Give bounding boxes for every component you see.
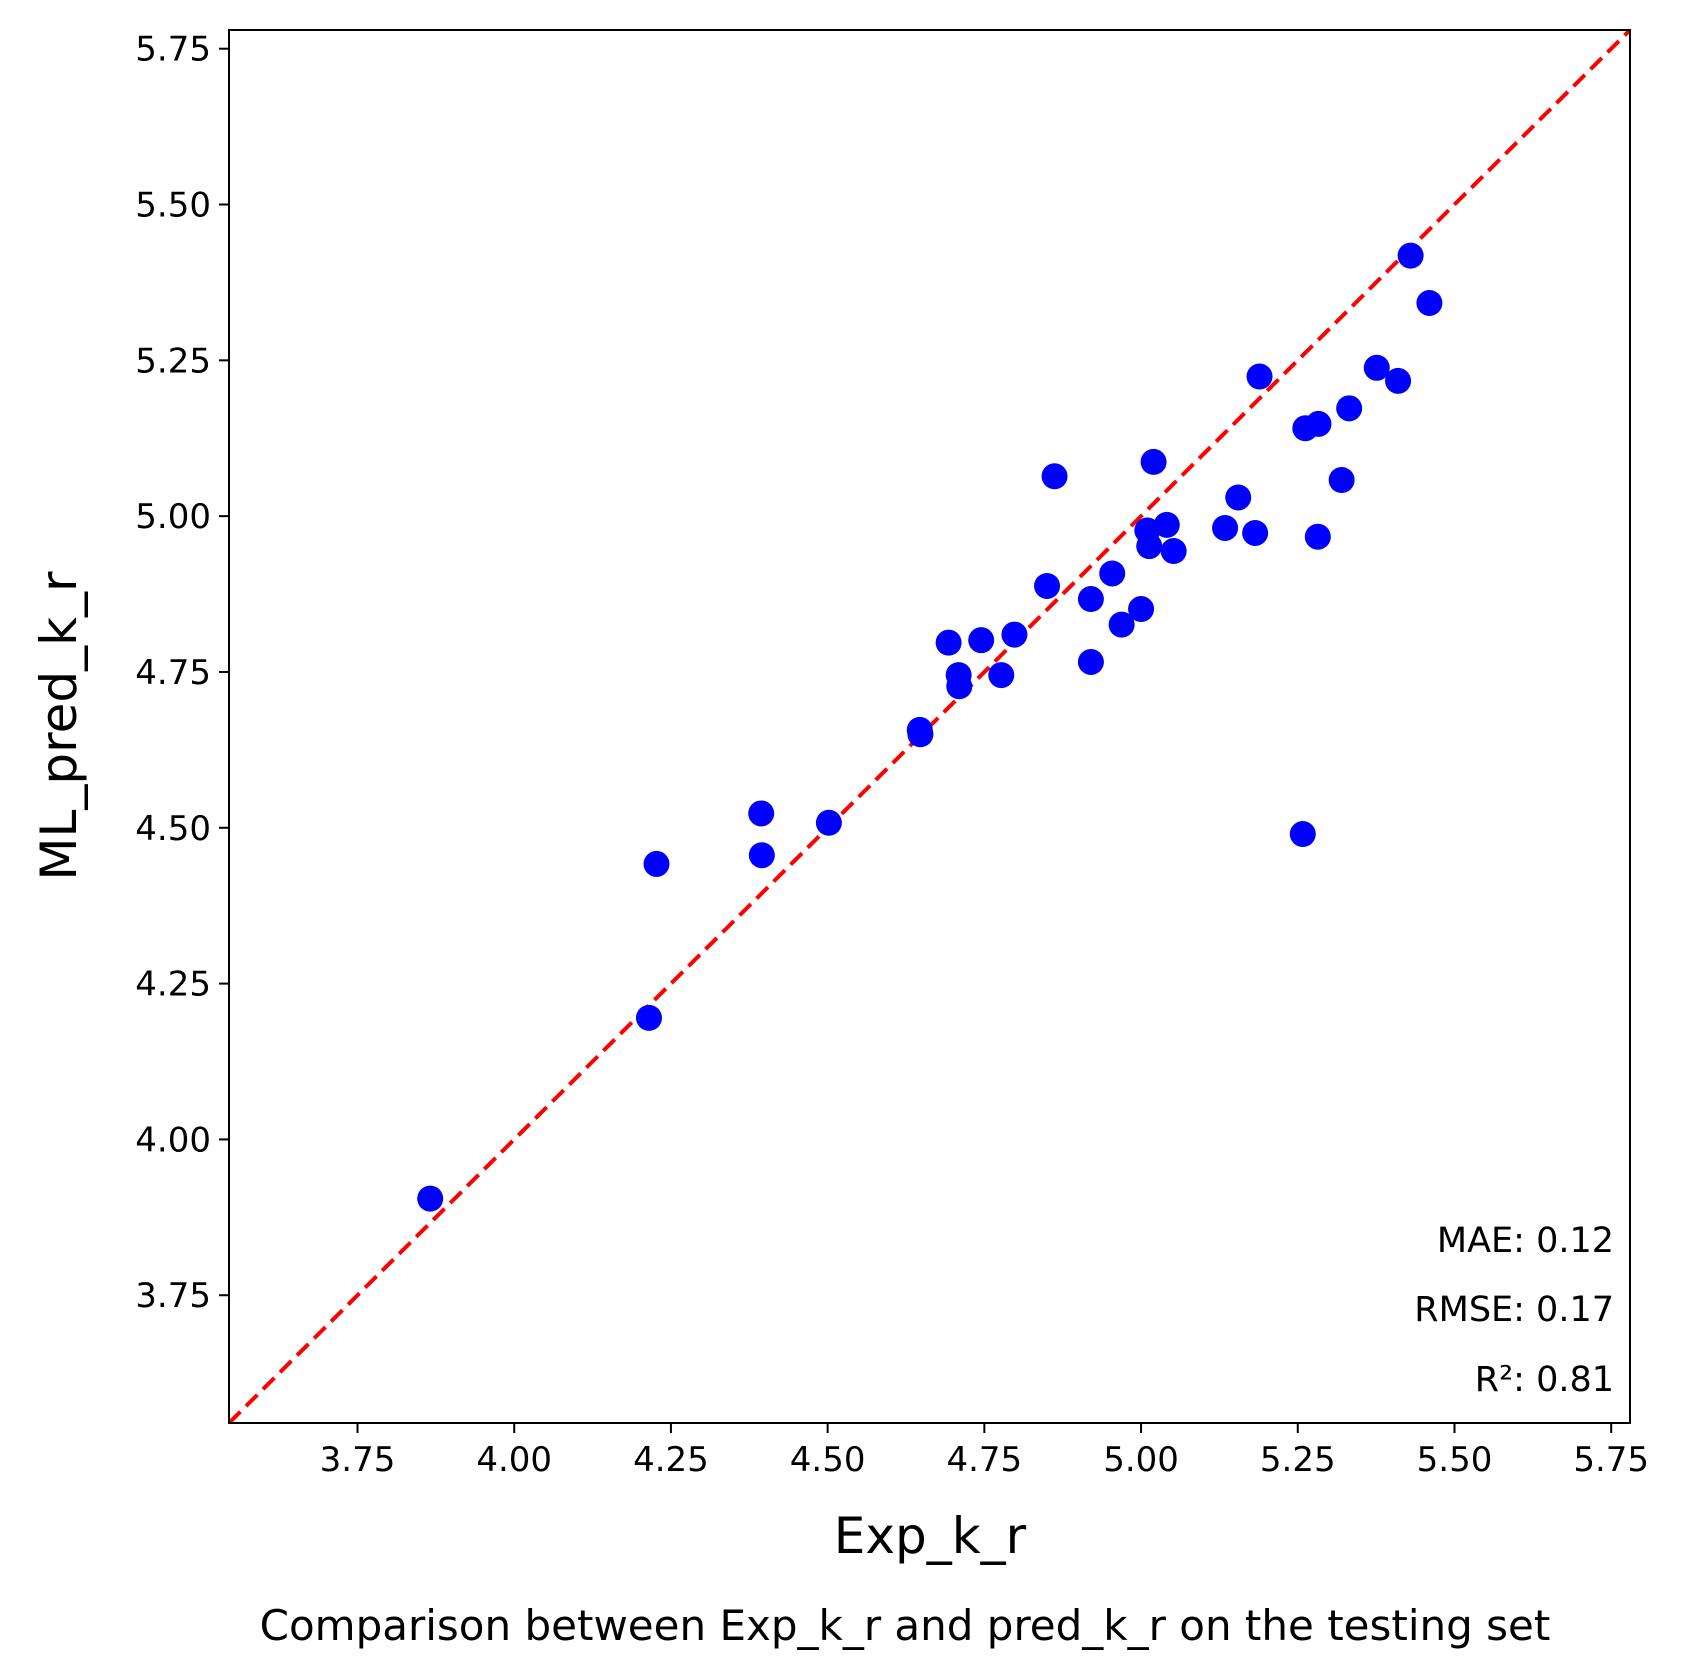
data-point-30 [1246, 363, 1273, 390]
data-point-21 [1128, 596, 1155, 623]
data-point-14 [1001, 621, 1028, 648]
y-tick-label: 5.50 [135, 186, 211, 226]
data-point-26 [1160, 538, 1187, 565]
data-point-4 [748, 800, 775, 827]
plot-area [229, 30, 1630, 1423]
y-tick-label: 5.00 [135, 497, 211, 537]
data-point-2 [635, 1004, 662, 1031]
data-point-23 [1136, 533, 1163, 560]
data-point-1 [417, 1185, 444, 1212]
data-point-33 [1305, 410, 1332, 437]
x-axis-title: Exp_k_r [834, 1507, 1027, 1565]
x-tick-label: 5.00 [1103, 1440, 1179, 1480]
x-axis-ticks: 3.75 4.00 4.25 4.50 4.75 5.00 5.25 5.50 5.75 [320, 1423, 1649, 1480]
data-point-36 [1336, 395, 1363, 422]
y-tick-label: 4.00 [135, 1120, 211, 1160]
mae-metric: MAE: 0.12 [1437, 1221, 1614, 1261]
chart-caption: Comparison between Exp_k_r and pred_k_r … [260, 1601, 1551, 1650]
data-point-3 [643, 850, 670, 877]
data-point-37 [1363, 354, 1390, 381]
y-axis-title: ML_pred_k_r [30, 571, 88, 881]
data-point-18 [1077, 648, 1104, 675]
plot-frame [228, 29, 1631, 1424]
rmse-metric: RMSE: 0.17 [1414, 1290, 1614, 1330]
x-tick-label: 4.00 [476, 1440, 552, 1480]
data-point-15 [1034, 572, 1061, 599]
y-tick-label: 5.75 [135, 30, 211, 70]
x-tick-label: 5.50 [1417, 1440, 1493, 1480]
data-point-16 [1041, 463, 1068, 490]
x-tick-label: 4.75 [946, 1440, 1022, 1480]
data-point-11 [946, 673, 973, 700]
y-tick-label: 5.25 [135, 341, 211, 381]
data-point-9 [935, 629, 962, 656]
data-point-13 [988, 662, 1015, 689]
data-point-24 [1140, 448, 1167, 475]
data-point-17 [1077, 586, 1104, 613]
data-point-19 [1099, 560, 1126, 587]
x-tick-label: 5.75 [1573, 1440, 1649, 1480]
data-point-6 [815, 809, 842, 836]
data-point-39 [1397, 242, 1424, 269]
y-tick-label: 4.75 [135, 653, 211, 693]
data-point-25 [1153, 511, 1180, 538]
y-tick-label: 4.25 [135, 965, 211, 1005]
data-point-34 [1304, 523, 1331, 550]
data-point-29 [1242, 519, 1269, 546]
y-axis-ticks: 3.75 4.00 4.25 4.50 4.75 5.00 5.25 5.50 5.75 [135, 30, 229, 1316]
data-point-31 [1289, 821, 1316, 848]
x-tick-label: 3.75 [320, 1440, 396, 1480]
data-point-5 [748, 842, 775, 869]
data-point-27 [1212, 514, 1239, 541]
data-points [417, 242, 1443, 1212]
data-point-8 [907, 721, 934, 748]
data-point-40 [1416, 289, 1443, 316]
data-point-12 [968, 627, 995, 654]
data-point-28 [1225, 484, 1252, 511]
data-point-35 [1328, 466, 1355, 493]
x-tick-label: 5.25 [1260, 1440, 1336, 1480]
r2-metric: R²: 0.81 [1475, 1360, 1614, 1400]
x-tick-label: 4.50 [790, 1440, 866, 1480]
y-tick-label: 4.50 [135, 809, 211, 849]
x-tick-label: 4.25 [633, 1440, 709, 1480]
data-point-20 [1108, 611, 1135, 638]
data-point-38 [1385, 367, 1412, 394]
y-tick-label: 3.75 [135, 1276, 211, 1316]
